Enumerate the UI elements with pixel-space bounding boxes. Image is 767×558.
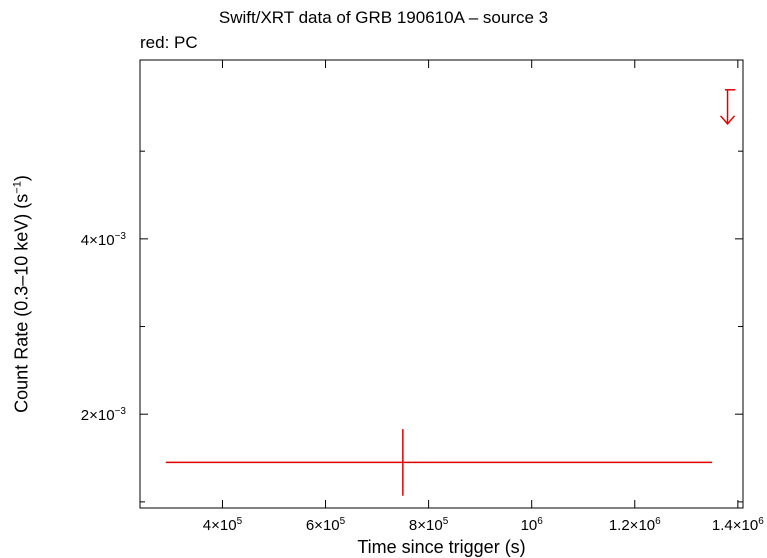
plot-frame [139, 59, 744, 509]
x-tick-label-4: 1.2×106 [609, 516, 661, 534]
y-tick-label-0: 2×10−3 [81, 406, 127, 424]
x-tick-label-1: 6×105 [306, 516, 346, 534]
x-tick-label-mantissa: 10 [521, 517, 538, 534]
upper-limit-0-0 [719, 89, 736, 125]
plot-marks [165, 89, 736, 496]
plot-axes: 4×105 6×105 8×105 106 1.2×106 1.4×1062×10−34×… [81, 59, 764, 534]
x-tick-label-0: 4×105 [203, 516, 243, 534]
x-tick-label-exponent: 5 [237, 516, 243, 527]
upper-limit-arrow-head [719, 115, 736, 125]
x-tick-label-exponent: 6 [655, 516, 661, 527]
x-tick-label-mantissa: 1.4×10 [712, 517, 758, 534]
x-tick-label-exponent: 5 [340, 516, 346, 527]
data-point-0-0 [165, 429, 713, 496]
x-tick-label-2: 8×105 [409, 516, 449, 534]
x-tick-label-3: 106 [521, 516, 544, 534]
y-tick-label-exponent: −3 [115, 406, 127, 417]
y-tick-label-mantissa: 2×10 [81, 407, 115, 424]
chart-subtitle: red: PC [140, 33, 198, 52]
chart-title: Swift/XRT data of GRB 190610A – source 3 [218, 8, 549, 27]
y-tick-label-1: 4×10−3 [81, 231, 127, 249]
x-tick-label-exponent: 5 [443, 516, 449, 527]
x-tick-label-mantissa: 6×10 [306, 517, 340, 534]
x-tick-label-mantissa: 4×10 [203, 517, 237, 534]
y-tick-label-exponent: −3 [115, 231, 127, 242]
x-tick-label-5: 1.4×106 [712, 516, 764, 534]
x-axis-label: Time since trigger (s) [357, 537, 526, 557]
x-tick-label-exponent: 6 [537, 516, 543, 527]
y-tick-label-mantissa: 4×10 [81, 232, 115, 249]
x-tick-label-mantissa: 8×10 [409, 517, 443, 534]
x-tick-label-mantissa: 1.2×10 [609, 517, 655, 534]
x-tick-label-exponent: 6 [758, 516, 764, 527]
